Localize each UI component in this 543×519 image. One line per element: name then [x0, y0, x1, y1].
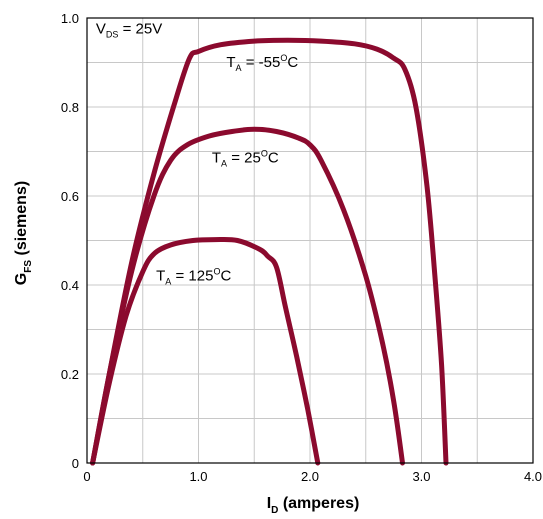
y-tick-label: 0.2	[61, 367, 79, 382]
condition-annotation: VDS = 25V	[96, 21, 162, 40]
x-tick-label: 4.0	[524, 469, 542, 484]
grid	[86, 17, 534, 464]
x-tick-label: 2.0	[301, 469, 319, 484]
series-line-minus55	[90, 37, 449, 466]
y-tick-label: 1.0	[61, 11, 79, 26]
y-tick-label: 0.8	[61, 100, 79, 115]
y-tick-label: 0	[72, 456, 79, 471]
series-layer	[90, 37, 449, 466]
x-tick-label: 0	[83, 469, 90, 484]
series-label-25: TA = 25OC	[212, 149, 279, 169]
series-line-25	[90, 126, 405, 466]
x-tick-label: 3.0	[412, 469, 430, 484]
x-axis-title: ID (amperes)	[267, 495, 360, 516]
y-tick-label: 0.4	[61, 278, 79, 293]
x-tick-label: 1.0	[189, 469, 207, 484]
y-tick-label: 0.6	[61, 189, 79, 204]
series-label-minus55: TA = -55OC	[226, 53, 298, 73]
y-axis-title: GFS (siemens)	[13, 181, 34, 285]
tick-labels: 0 1.0 2.0 3.0 4.0 0 0.2 0.4 0.6 0.8 1.0	[61, 11, 542, 484]
series-label-125: TA = 125OC	[156, 267, 231, 287]
plot-frame	[86, 17, 534, 464]
series-line-125	[90, 236, 321, 466]
